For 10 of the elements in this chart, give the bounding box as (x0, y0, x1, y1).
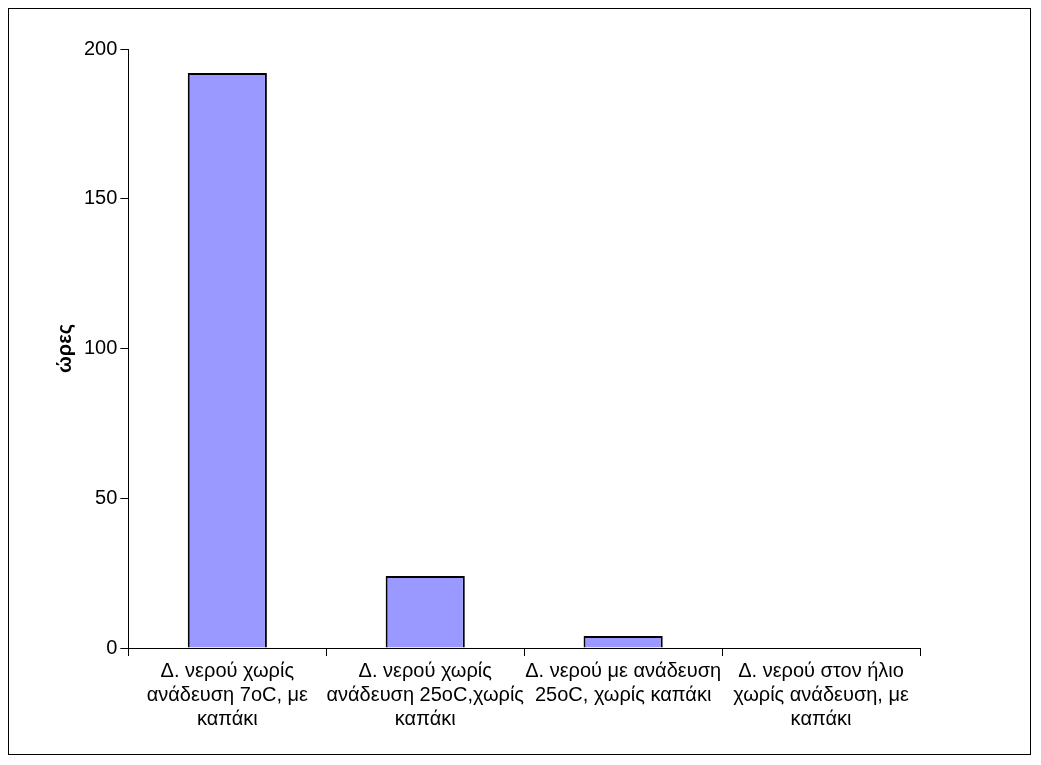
y-tick-label: 100 (83, 336, 118, 359)
y-tick-label: 200 (83, 36, 118, 59)
x-tick-label: Δ. νερού χωρίς ανάδευση 7oC, με καπάκι (146, 658, 309, 729)
x-tick-label: Δ. νερού χωρίς ανάδευση 25oC,χωρίς καπάκι (326, 658, 525, 729)
x-tick-label: Δ. νερού στον ήλιο χωρίς ανάδευση, με καπάκι (733, 658, 909, 729)
y-axis-title: ώρες (52, 323, 75, 374)
y-tick-label: 150 (83, 186, 118, 209)
x-tick-label: Δ. νερού με ανάδευση 25oC, χωρίς καπάκι (525, 658, 722, 705)
y-tick-label: 0 (106, 635, 118, 658)
y-tick-label: 50 (95, 485, 118, 508)
